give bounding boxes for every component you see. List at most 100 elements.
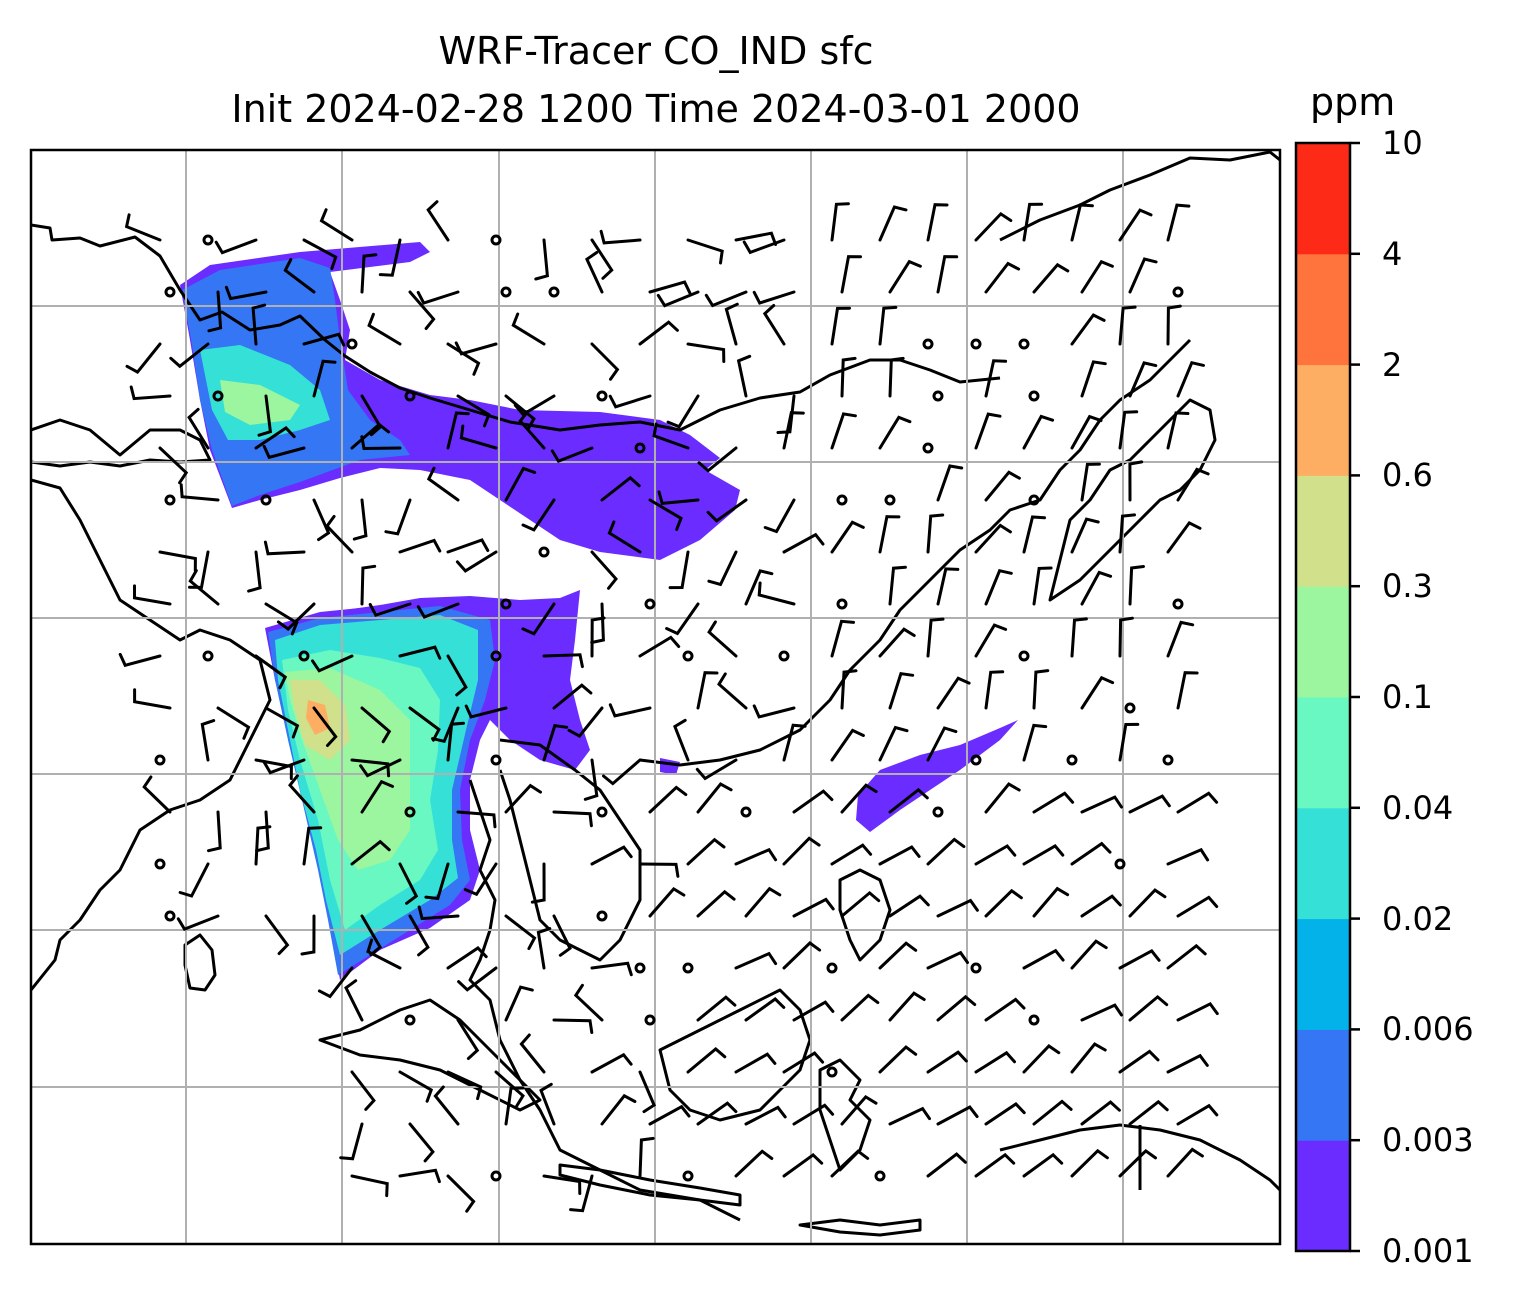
wind-barb — [607, 520, 642, 554]
calm-circle — [644, 598, 656, 610]
calm-circle — [500, 598, 512, 610]
calm-circle — [874, 1170, 886, 1182]
wind-barb — [1032, 1099, 1073, 1126]
wind-barb — [542, 653, 584, 669]
wind-barb — [1166, 411, 1190, 450]
wind-barb — [1070, 313, 1106, 346]
wind-barb — [360, 914, 383, 957]
wind-barb — [1070, 1042, 1107, 1074]
wind-barb — [648, 498, 683, 531]
wind-barb — [926, 617, 945, 658]
map-frame — [29, 148, 1282, 1246]
wind-barb — [424, 862, 450, 901]
calm-circle — [1124, 702, 1136, 714]
wind-barb — [567, 706, 604, 739]
wind-barb — [1032, 669, 1050, 710]
wind-barb — [1176, 1103, 1219, 1126]
wind-barb — [518, 410, 546, 450]
wind-barb — [446, 411, 470, 450]
wind-barb — [984, 470, 1021, 502]
wind-barb — [1118, 722, 1140, 762]
wind-barb — [742, 238, 786, 255]
coast-indochina — [498, 738, 642, 962]
coast-sulawesi — [818, 1058, 872, 1172]
calm-circle — [1028, 494, 1040, 506]
wind-barb — [431, 706, 460, 744]
calm-circle — [884, 494, 896, 506]
wind-barb — [752, 290, 796, 305]
wind-barb — [302, 238, 338, 270]
wind-barb — [984, 568, 1013, 606]
wind-barb — [1022, 202, 1044, 242]
wind-barb — [350, 758, 391, 778]
colorbar-tick-label: 10 — [1382, 124, 1423, 162]
wind-barb — [648, 785, 688, 814]
wind-barb — [926, 1152, 967, 1178]
wind-barb — [984, 782, 1021, 814]
wind-barb — [251, 303, 267, 346]
wind-barb — [1118, 410, 1139, 450]
wind-barb — [504, 914, 537, 951]
wind-barb — [456, 1018, 480, 1060]
wind-barb — [936, 898, 979, 918]
wind-barb — [744, 886, 782, 918]
wind-barb — [936, 464, 964, 502]
wind-barb — [1070, 203, 1094, 242]
wind-barb — [984, 888, 1023, 918]
wind-barb — [200, 719, 216, 762]
wind-barb — [590, 961, 633, 977]
calm-circle — [932, 806, 944, 818]
wind-barb — [638, 635, 681, 658]
wind-barb — [454, 341, 498, 356]
wind-barb — [178, 862, 210, 898]
wind-barb — [1176, 791, 1219, 814]
wind-barb — [1022, 948, 1065, 970]
colorbar-bin — [1296, 1029, 1350, 1141]
colorbar-tick-label: 4 — [1382, 234, 1403, 273]
wind-barb — [1022, 1152, 1064, 1178]
coast-philippines — [838, 868, 892, 962]
wind-barb — [840, 890, 881, 918]
wind-barb — [686, 342, 726, 363]
calm-circle — [826, 962, 838, 974]
wind-barb — [125, 342, 162, 375]
wind-barb — [830, 619, 855, 658]
wind-barb — [782, 836, 821, 866]
map-area — [31, 150, 1280, 1244]
calm-circle — [1114, 858, 1126, 870]
wind-barb — [129, 385, 172, 401]
wind-barb — [398, 1168, 441, 1184]
calm-circle — [164, 286, 176, 298]
chart-title-line2: Init 2024-02-28 1200 Time 2024-03-01 200… — [231, 87, 1081, 131]
wind-barb — [696, 995, 737, 1022]
wind-barb — [257, 394, 273, 437]
colorbar-tick-label: 0.3 — [1382, 567, 1433, 606]
calm-circle — [490, 234, 502, 246]
wind-barb — [142, 775, 172, 814]
wind-barb — [590, 238, 614, 280]
wind-barb — [536, 927, 552, 970]
wind-barb — [1128, 794, 1171, 814]
colorbar-tick-label: 0.04 — [1382, 788, 1454, 827]
wind-barb — [696, 782, 733, 814]
wind-barb — [464, 704, 508, 719]
wind-barb — [1080, 259, 1114, 294]
wind-barb — [792, 1103, 835, 1126]
wind-barb — [276, 602, 316, 631]
wind-barb — [792, 897, 835, 918]
wind-barb — [686, 1047, 727, 1074]
wind-barb — [254, 654, 288, 690]
coast-india — [31, 478, 272, 991]
calm-circle — [1066, 754, 1078, 766]
wind-barb — [888, 991, 926, 1022]
wind-barb — [534, 238, 550, 281]
wind-barb — [459, 424, 498, 450]
calm-circle — [154, 754, 166, 766]
wind-barb — [312, 498, 331, 542]
wind-barb — [734, 1052, 777, 1074]
wind-barb — [1070, 517, 1100, 554]
wind-barb — [830, 202, 850, 242]
wind-barb — [118, 652, 162, 668]
wind-barb — [207, 290, 223, 333]
wind-barb — [717, 672, 748, 710]
